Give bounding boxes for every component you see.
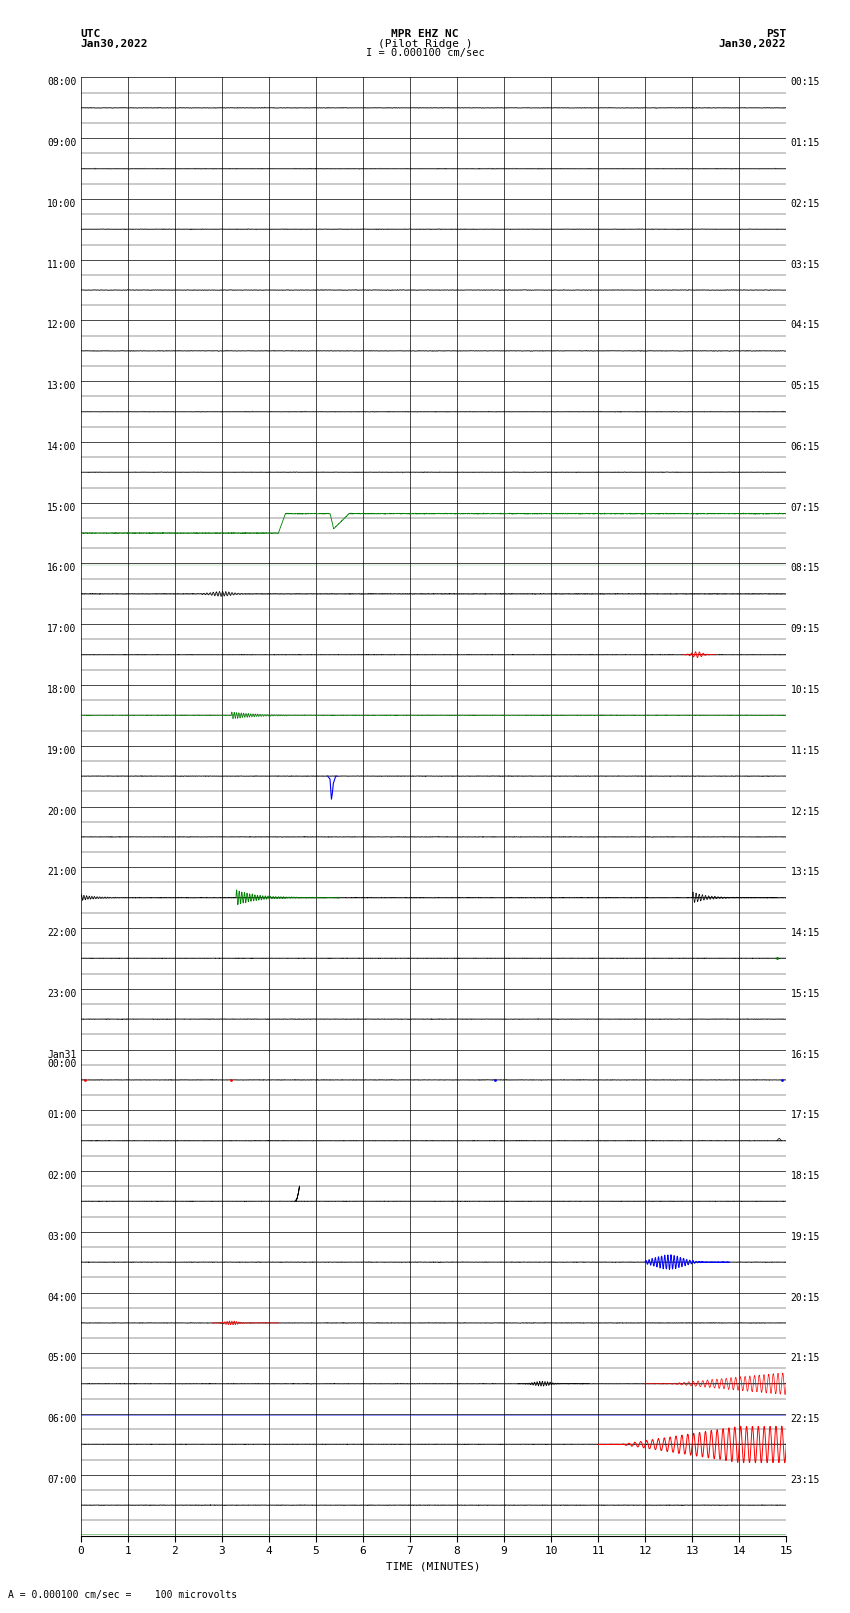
Text: 16:15: 16:15: [790, 1050, 820, 1060]
Text: 19:15: 19:15: [790, 1232, 820, 1242]
Text: 18:00: 18:00: [47, 686, 76, 695]
Text: 20:00: 20:00: [47, 806, 76, 816]
Text: 08:15: 08:15: [790, 563, 820, 574]
Text: 15:15: 15:15: [790, 989, 820, 998]
Text: 03:00: 03:00: [47, 1232, 76, 1242]
Text: 12:15: 12:15: [790, 806, 820, 816]
Text: 03:15: 03:15: [790, 260, 820, 269]
Text: 19:00: 19:00: [47, 745, 76, 756]
Text: MPR EHZ NC: MPR EHZ NC: [391, 29, 459, 39]
Text: 10:00: 10:00: [47, 198, 76, 210]
Text: 04:15: 04:15: [790, 321, 820, 331]
Text: PST: PST: [766, 29, 786, 39]
Text: 17:00: 17:00: [47, 624, 76, 634]
Text: UTC: UTC: [81, 29, 101, 39]
Text: 02:00: 02:00: [47, 1171, 76, 1181]
Text: 14:15: 14:15: [790, 927, 820, 939]
Text: 11:00: 11:00: [47, 260, 76, 269]
Text: Jan30,2022: Jan30,2022: [81, 39, 148, 48]
Text: 06:00: 06:00: [47, 1415, 76, 1424]
Text: 13:15: 13:15: [790, 868, 820, 877]
Text: 07:15: 07:15: [790, 503, 820, 513]
Text: 14:00: 14:00: [47, 442, 76, 452]
Text: 07:00: 07:00: [47, 1474, 76, 1486]
Text: 01:00: 01:00: [47, 1110, 76, 1121]
Text: 09:00: 09:00: [47, 139, 76, 148]
Text: 21:00: 21:00: [47, 868, 76, 877]
Text: Jan30,2022: Jan30,2022: [719, 39, 786, 48]
Text: 10:15: 10:15: [790, 686, 820, 695]
Text: 00:15: 00:15: [790, 77, 820, 87]
Text: 20:15: 20:15: [790, 1292, 820, 1303]
Text: 01:15: 01:15: [790, 139, 820, 148]
Text: (Pilot Ridge ): (Pilot Ridge ): [377, 39, 473, 48]
Text: 11:15: 11:15: [790, 745, 820, 756]
Text: 04:00: 04:00: [47, 1292, 76, 1303]
Text: 22:00: 22:00: [47, 927, 76, 939]
Text: 22:15: 22:15: [790, 1415, 820, 1424]
Text: 02:15: 02:15: [790, 198, 820, 210]
Text: 06:15: 06:15: [790, 442, 820, 452]
Text: 13:00: 13:00: [47, 381, 76, 392]
Text: 12:00: 12:00: [47, 321, 76, 331]
Text: Jan31
00:00: Jan31 00:00: [47, 1050, 76, 1069]
Text: I = 0.000100 cm/sec: I = 0.000100 cm/sec: [366, 48, 484, 58]
Text: 05:15: 05:15: [790, 381, 820, 392]
Text: 23:00: 23:00: [47, 989, 76, 998]
Text: 09:15: 09:15: [790, 624, 820, 634]
X-axis label: TIME (MINUTES): TIME (MINUTES): [386, 1561, 481, 1571]
Text: 08:00: 08:00: [47, 77, 76, 87]
Text: 17:15: 17:15: [790, 1110, 820, 1121]
Text: 21:15: 21:15: [790, 1353, 820, 1363]
Text: 23:15: 23:15: [790, 1474, 820, 1486]
Text: A = 0.000100 cm/sec =    100 microvolts: A = 0.000100 cm/sec = 100 microvolts: [8, 1590, 238, 1600]
Text: 18:15: 18:15: [790, 1171, 820, 1181]
Text: 15:00: 15:00: [47, 503, 76, 513]
Text: 05:00: 05:00: [47, 1353, 76, 1363]
Text: 16:00: 16:00: [47, 563, 76, 574]
